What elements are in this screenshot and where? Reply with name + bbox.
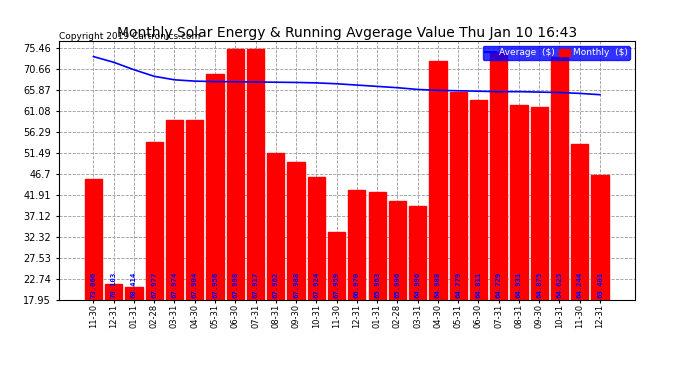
Text: 64.931: 64.931	[516, 272, 522, 298]
Bar	[328, 232, 345, 375]
Text: 64.625: 64.625	[556, 272, 562, 298]
Text: 64.729: 64.729	[495, 272, 502, 298]
Bar	[288, 162, 305, 375]
Text: 67.977: 67.977	[151, 272, 157, 298]
Bar	[227, 49, 244, 375]
Text: 64.996: 64.996	[415, 272, 421, 298]
Text: 67.988: 67.988	[293, 272, 299, 298]
Bar	[126, 286, 143, 375]
Bar	[450, 92, 466, 375]
Bar	[490, 52, 507, 375]
Text: 64.811: 64.811	[475, 272, 482, 298]
Text: 65.996: 65.996	[395, 272, 400, 298]
Bar	[388, 201, 406, 375]
Text: 67.917: 67.917	[253, 272, 259, 298]
Text: 67.904: 67.904	[192, 272, 198, 298]
Text: 67.962: 67.962	[273, 272, 279, 298]
Bar	[85, 179, 102, 375]
Text: 73.066: 73.066	[90, 272, 97, 298]
Text: 67.998: 67.998	[233, 272, 238, 298]
Bar	[105, 285, 122, 375]
Text: 64.779: 64.779	[455, 272, 461, 298]
Text: 64.244: 64.244	[577, 272, 583, 298]
Title: Monthly Solar Energy & Running Avgerage Value Thu Jan 10 16:43: Monthly Solar Energy & Running Avgerage …	[117, 26, 577, 40]
Bar	[146, 142, 163, 375]
Bar	[511, 105, 528, 375]
Bar	[368, 192, 386, 375]
Bar	[267, 153, 284, 375]
Bar	[551, 57, 568, 375]
Bar	[206, 74, 224, 375]
Bar	[166, 120, 183, 375]
Bar	[186, 120, 204, 375]
Text: 64.875: 64.875	[536, 272, 542, 298]
Bar	[409, 206, 426, 375]
Text: 67.959: 67.959	[333, 272, 339, 298]
Text: 66.970: 66.970	[354, 272, 360, 298]
Bar	[470, 100, 487, 375]
Bar	[429, 61, 446, 375]
Text: 67.924: 67.924	[313, 272, 319, 298]
Bar	[348, 190, 366, 375]
Bar	[308, 177, 325, 375]
Text: 70.103: 70.103	[110, 272, 117, 298]
Text: 67.974: 67.974	[172, 272, 177, 298]
Text: 64.988: 64.988	[435, 272, 441, 298]
Bar	[571, 144, 589, 375]
Bar	[591, 175, 609, 375]
Bar	[247, 49, 264, 375]
Text: 68.414: 68.414	[131, 272, 137, 298]
Text: 65.963: 65.963	[374, 272, 380, 298]
Text: 67.956: 67.956	[212, 272, 218, 298]
Text: Copyright 2019 Cartronics.com: Copyright 2019 Cartronics.com	[59, 32, 200, 41]
Bar	[531, 107, 548, 375]
Text: 63.401: 63.401	[597, 272, 603, 298]
Legend: Average  ($), Monthly  ($): Average ($), Monthly ($)	[482, 46, 630, 60]
